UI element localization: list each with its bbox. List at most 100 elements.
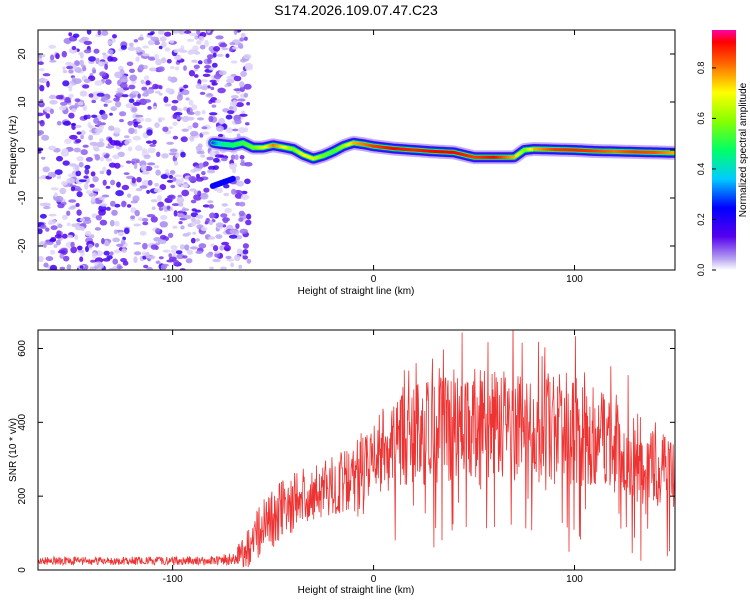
- noise-cell: [229, 47, 233, 52]
- noise-cell: [113, 229, 118, 235]
- noise-cell: [158, 45, 163, 50]
- noise-cell: [116, 243, 124, 247]
- noise-cell: [93, 48, 100, 54]
- noise-cell: [195, 250, 203, 254]
- noise-cell: [194, 35, 199, 40]
- noise-cell: [55, 95, 64, 100]
- colorbar-label: Normalized spectral amplitude: [738, 82, 749, 217]
- noise-cell: [92, 69, 97, 74]
- noise-cell: [86, 30, 92, 35]
- noise-cell: [121, 184, 130, 191]
- noise-cell: [230, 150, 238, 154]
- noise-cell: [220, 266, 227, 270]
- noise-cell: [222, 217, 229, 224]
- noise-cell: [178, 30, 186, 35]
- noise-cell: [115, 190, 124, 197]
- noise-cell: [48, 44, 57, 49]
- noise-cell: [83, 40, 93, 46]
- noise-cell: [94, 243, 100, 248]
- noise-cell: [141, 86, 148, 91]
- noise-cell: [49, 238, 56, 243]
- noise-cell: [99, 71, 107, 77]
- noise-cell: [66, 222, 71, 227]
- noise-cell: [135, 56, 140, 62]
- y-tick-label: -20: [17, 238, 28, 253]
- noise-cell: [84, 182, 89, 190]
- noise-cell: [133, 39, 139, 43]
- noise-cell: [122, 236, 126, 241]
- noise-cell: [144, 117, 152, 123]
- noise-cell: [75, 225, 84, 231]
- noise-cell: [200, 192, 209, 200]
- noise-cell: [166, 141, 174, 145]
- noise-cell: [154, 90, 161, 94]
- noise-cell: [97, 263, 104, 269]
- noise-cell: [147, 106, 152, 110]
- noise-cell: [42, 73, 51, 77]
- noise-cell: [243, 83, 252, 90]
- noise-cell: [203, 187, 210, 193]
- noise-cell: [209, 150, 216, 157]
- noise-cell: [70, 241, 75, 248]
- noise-cell: [187, 249, 194, 255]
- noise-cell: [209, 266, 214, 270]
- noise-cell: [155, 58, 163, 66]
- noise-cell: [49, 100, 58, 105]
- noise-cell: [194, 219, 201, 225]
- noise-cell: [92, 176, 99, 183]
- noise-cell: [161, 41, 167, 48]
- noise-cell: [181, 189, 190, 197]
- noise-cell: [239, 228, 248, 234]
- noise-cell: [67, 173, 76, 178]
- noise-cell: [212, 52, 217, 58]
- noise-cell: [181, 115, 190, 123]
- noise-cell: [181, 89, 190, 96]
- noise-cell: [180, 151, 186, 158]
- noise-cell: [169, 170, 176, 175]
- noise-cell: [88, 134, 93, 141]
- noise-cell: [105, 158, 113, 162]
- noise-cell: [161, 57, 167, 64]
- noise-cell: [232, 99, 238, 106]
- noise-cell: [89, 141, 98, 146]
- noise-cell: [152, 139, 157, 145]
- colorbar-tick-label: 0.6: [696, 112, 706, 125]
- noise-cell: [155, 260, 161, 265]
- noise-cell: [143, 75, 150, 81]
- noise-cell: [66, 177, 75, 184]
- noise-cell: [77, 249, 85, 253]
- noise-cell: [147, 32, 154, 36]
- noise-cell: [174, 55, 182, 61]
- noise-cell: [155, 169, 161, 176]
- noise-cell: [236, 180, 245, 187]
- noise-cell: [91, 99, 96, 104]
- noise-cell: [109, 112, 113, 116]
- noise-cell: [113, 154, 120, 160]
- noise-cell: [80, 130, 86, 136]
- noise-cell: [116, 265, 123, 270]
- noise-cell: [170, 245, 178, 250]
- noise-cell: [169, 148, 178, 153]
- noise-cell: [233, 30, 238, 35]
- noise-cell: [154, 122, 160, 128]
- noise-cell: [128, 98, 135, 103]
- noise-cell: [232, 128, 239, 132]
- noise-cell: [173, 210, 178, 217]
- noise-cell: [162, 126, 169, 132]
- noise-cell: [85, 245, 89, 253]
- noise-cell: [211, 104, 217, 108]
- noise-cell: [178, 221, 183, 225]
- spectrogram-plot-area: [38, 30, 675, 270]
- noise-cell: [215, 222, 224, 228]
- noise-cell: [221, 203, 228, 207]
- noise-cell: [109, 140, 118, 146]
- noise-cell: [90, 171, 96, 177]
- noise-cell: [238, 201, 246, 207]
- noise-cell: [109, 251, 114, 256]
- noise-cell: [123, 227, 130, 235]
- noise-cell: [227, 110, 235, 115]
- noise-cell: [38, 150, 42, 154]
- noise-cell: [105, 79, 112, 85]
- noise-cell: [141, 171, 150, 175]
